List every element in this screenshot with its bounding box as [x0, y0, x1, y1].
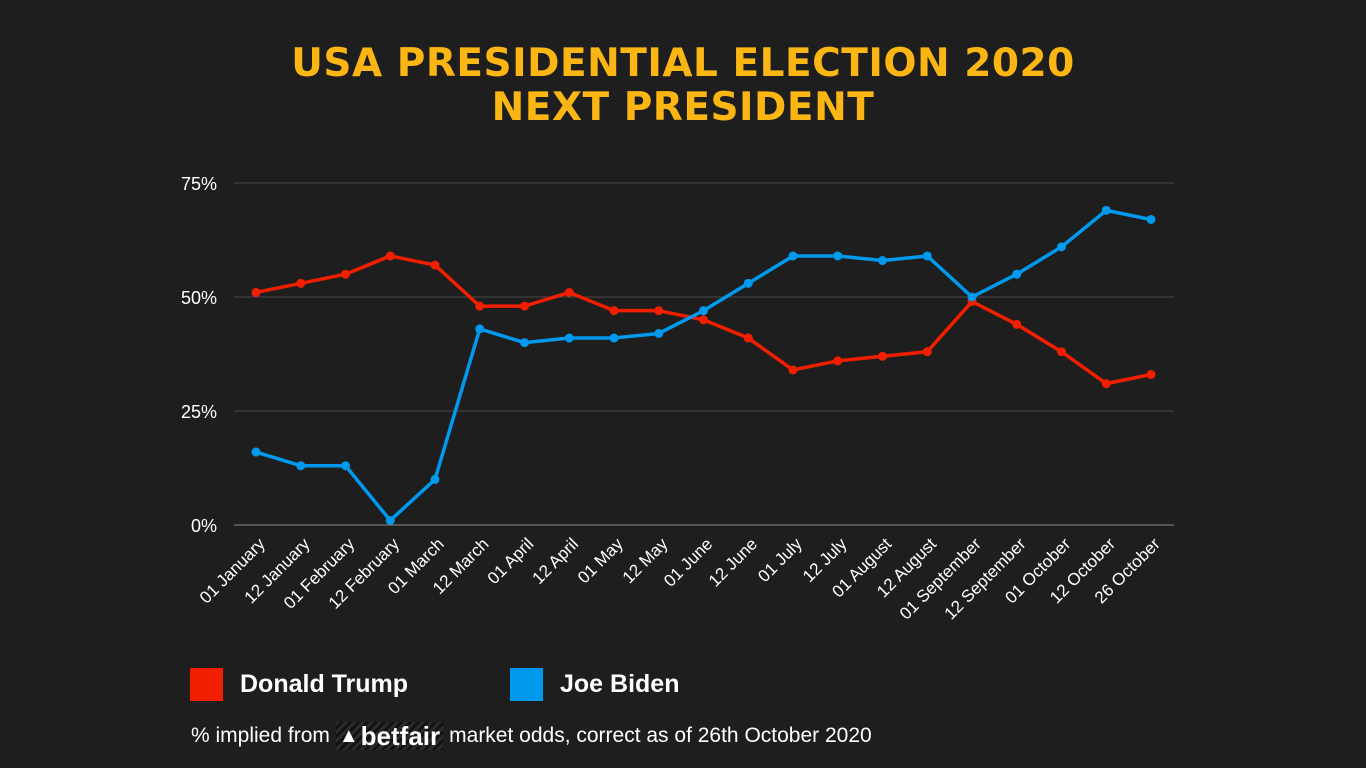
data-point — [788, 365, 798, 375]
chart-title: USA PRESIDENTIAL ELECTION 2020 NEXT PRES… — [0, 42, 1366, 130]
data-point — [385, 515, 395, 525]
x-tick-label: 12 April — [529, 534, 583, 588]
data-point — [1101, 379, 1111, 389]
legend-label: Donald Trump — [240, 670, 409, 698]
legend-item-trump: Donald Trump — [190, 668, 408, 701]
data-point — [1146, 214, 1156, 224]
x-tick-label: 01 June — [660, 534, 716, 590]
x-tick-label: 01 May — [574, 534, 627, 587]
y-tick-label: 75% — [181, 174, 217, 194]
data-point — [609, 306, 619, 316]
data-point — [564, 287, 574, 297]
data-point — [833, 251, 843, 261]
y-tick-label: 25% — [181, 402, 217, 422]
x-tick-label: 12 June — [705, 534, 761, 590]
data-point — [922, 251, 932, 261]
data-point — [1057, 242, 1066, 252]
trump-swatch — [190, 668, 223, 701]
data-point — [743, 333, 753, 343]
legend-item-biden: Joe Biden — [510, 668, 679, 701]
biden-swatch — [510, 668, 543, 701]
title-line-1: USA PRESIDENTIAL ELECTION 2020 — [291, 41, 1075, 86]
data-point — [654, 328, 664, 338]
data-point — [430, 474, 440, 484]
data-point — [654, 306, 664, 316]
data-point — [296, 461, 306, 471]
data-point — [878, 351, 887, 361]
data-point — [699, 315, 708, 325]
data-point — [520, 338, 529, 348]
data-point — [1057, 347, 1066, 357]
x-tick-label: 01 July — [754, 534, 806, 586]
footnote-before: % implied from — [191, 724, 330, 747]
data-point — [788, 251, 798, 261]
data-point — [341, 269, 350, 279]
legend-label: Joe Biden — [560, 670, 680, 698]
data-point — [520, 301, 529, 311]
data-point — [922, 347, 932, 357]
data-point — [1101, 205, 1111, 215]
data-point — [430, 260, 440, 270]
data-point — [341, 461, 350, 471]
betfair-logo: ▲ betfair — [335, 721, 444, 751]
data-point — [878, 256, 887, 266]
title-line-2: NEXT PRESIDENT — [491, 85, 875, 130]
data-point — [251, 447, 261, 457]
y-tick-label: 0% — [191, 516, 217, 536]
data-point — [833, 356, 843, 366]
data-point — [475, 324, 485, 334]
data-point — [1012, 319, 1022, 329]
data-point — [296, 278, 306, 288]
data-point — [743, 278, 753, 288]
data-point — [251, 287, 261, 297]
data-point — [967, 292, 977, 302]
data-point — [1012, 269, 1022, 279]
data-point — [564, 333, 574, 343]
x-tick-label: 01 April — [484, 534, 538, 588]
data-point — [609, 333, 619, 343]
y-tick-label: 50% — [181, 288, 217, 308]
data-point — [1146, 370, 1156, 380]
data-point — [699, 306, 708, 316]
data-point — [475, 301, 485, 311]
footnote: % implied from ▲ betfair market odds, cor… — [191, 721, 872, 751]
footnote-after: market odds, correct as of 26th October … — [449, 724, 872, 747]
data-point — [385, 251, 395, 261]
